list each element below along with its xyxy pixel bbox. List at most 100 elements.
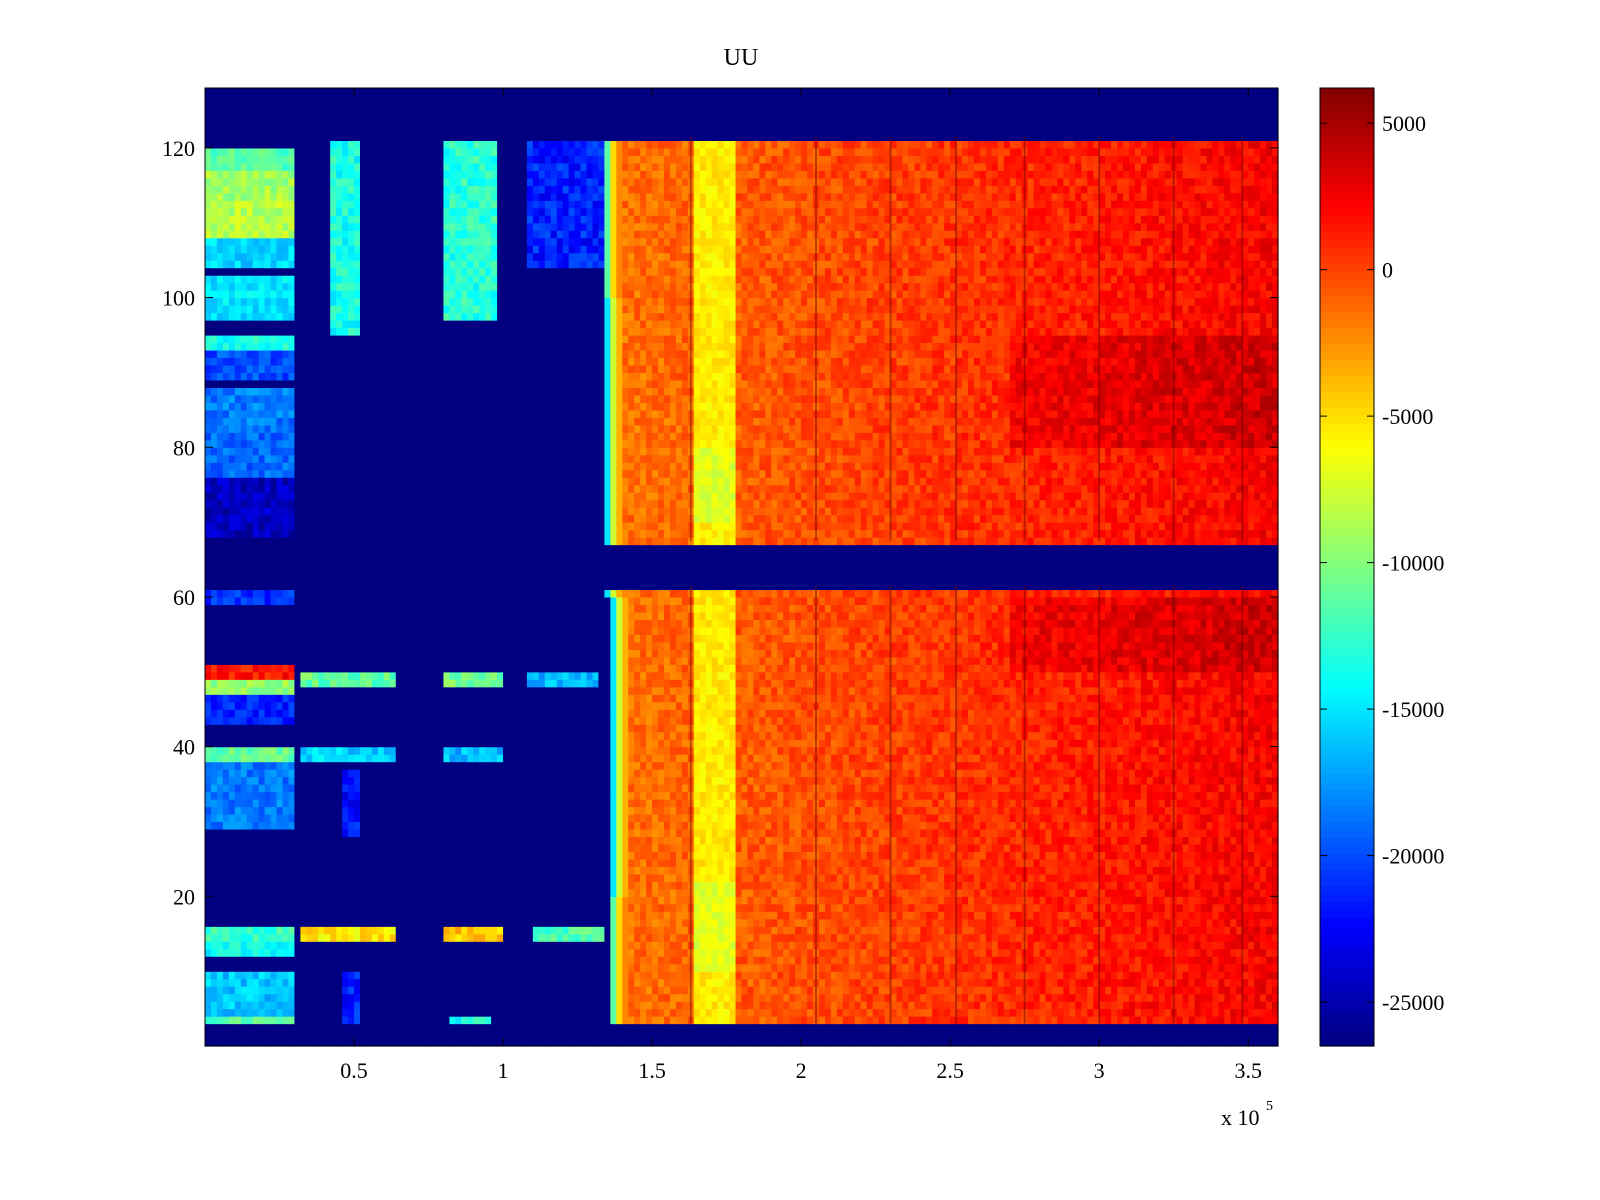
heatmap-cell <box>777 1023 784 1032</box>
heatmap-cell <box>383 873 391 882</box>
heatmap-cell <box>419 881 427 890</box>
heatmap-cell <box>759 941 766 950</box>
heatmap-cell <box>664 986 671 995</box>
heatmap-cell <box>741 873 749 882</box>
heatmap-cell <box>509 1031 516 1040</box>
heatmap-cell <box>979 911 987 920</box>
heatmap-cell <box>932 858 939 867</box>
heatmap-cell <box>616 836 623 845</box>
heatmap-cell <box>1182 911 1190 920</box>
heatmap-cell <box>652 888 659 897</box>
heatmap-cell <box>616 858 623 867</box>
heatmap-cell <box>1212 1031 1219 1040</box>
heatmap-cell <box>568 851 576 860</box>
heatmap-cell <box>1069 941 1076 950</box>
heatmap-cell <box>997 1016 1005 1025</box>
heatmap-cell <box>1242 941 1249 950</box>
heatmap-cell <box>646 956 653 965</box>
heatmap-cell <box>699 956 707 965</box>
heatmap-cell <box>705 1016 713 1025</box>
heatmap-cell <box>1158 918 1166 927</box>
heatmap-cell <box>246 926 254 935</box>
heatmap-cell <box>288 866 296 875</box>
heatmap-cell <box>1081 986 1088 995</box>
heatmap-cell <box>264 971 272 980</box>
heatmap-cell <box>520 1023 528 1032</box>
heatmap-cell <box>1260 1031 1267 1040</box>
heatmap-cell <box>950 873 957 882</box>
heatmap-cell <box>860 1008 868 1017</box>
heatmap-cell <box>693 1001 701 1010</box>
heatmap-cell <box>276 978 284 987</box>
heatmap-cell <box>324 858 331 867</box>
heatmap-cell <box>449 851 456 860</box>
heatmap-cell <box>973 866 981 875</box>
heatmap-cell <box>395 1038 403 1047</box>
heatmap-cell <box>1039 918 1047 927</box>
heatmap-cell <box>413 881 421 890</box>
heatmap-cell <box>842 963 850 972</box>
heatmap-cell <box>479 881 486 890</box>
heatmap-cell <box>956 873 963 882</box>
heatmap-cell <box>1254 866 1261 875</box>
heatmap-cell <box>836 1008 844 1017</box>
heatmap-cell <box>860 888 868 897</box>
heatmap-cell <box>836 1001 844 1010</box>
heatmap-cell <box>1146 956 1154 965</box>
heatmap-cell <box>520 926 528 935</box>
heatmap-cell <box>1099 881 1106 890</box>
heatmap-cell <box>878 918 886 927</box>
heatmap-cell <box>1188 903 1196 912</box>
heatmap-cell <box>300 941 307 950</box>
heatmap-cell <box>461 993 468 1002</box>
heatmap-cell <box>574 858 582 867</box>
heatmap-cell <box>997 866 1005 875</box>
heatmap-cell <box>807 836 814 845</box>
heatmap-cell <box>932 918 939 927</box>
heatmap-cell <box>616 1031 623 1040</box>
heatmap-cell <box>878 978 886 987</box>
heatmap-cell <box>1134 926 1142 935</box>
heatmap-cell <box>693 1031 701 1040</box>
heatmap-cell <box>1057 881 1064 890</box>
heatmap-cell <box>377 1031 385 1040</box>
heatmap-cell <box>741 911 749 920</box>
heatmap-cell <box>1134 1038 1142 1047</box>
heatmap-cell <box>461 873 468 882</box>
heatmap-cell <box>848 1023 856 1032</box>
heatmap-cell <box>1170 843 1178 852</box>
heatmap-cell <box>818 896 826 905</box>
heatmap-cell <box>699 911 707 920</box>
heatmap-cell <box>312 866 319 875</box>
heatmap-cell <box>234 843 242 852</box>
heatmap-cell <box>1099 993 1106 1002</box>
heatmap-cell <box>497 858 504 867</box>
heatmap-cell <box>675 971 683 980</box>
heatmap-cell <box>938 1016 945 1025</box>
heatmap-cell <box>479 948 486 957</box>
heatmap-cell <box>842 888 850 897</box>
heatmap-cell <box>1152 993 1160 1002</box>
heatmap-cell <box>741 1016 749 1025</box>
heatmap-cell <box>675 1001 683 1010</box>
heatmap-cell <box>431 873 439 882</box>
heatmap-cell <box>1152 1008 1160 1017</box>
heatmap-cell <box>789 963 796 972</box>
heatmap-cell <box>652 896 659 905</box>
heatmap-cell <box>371 963 379 972</box>
heatmap-cell <box>830 843 838 852</box>
heatmap-cell <box>497 1023 504 1032</box>
heatmap-cell <box>282 873 290 882</box>
heatmap-cell <box>1063 888 1070 897</box>
heatmap-cell <box>425 851 433 860</box>
heatmap-cell <box>562 911 570 920</box>
heatmap-cell <box>813 881 820 890</box>
heatmap-cell <box>294 903 301 912</box>
heatmap-cell <box>646 903 653 912</box>
heatmap-cell <box>300 978 307 987</box>
heatmap-cell <box>443 903 450 912</box>
heatmap-cell <box>1158 971 1166 980</box>
heatmap-cell <box>1266 896 1273 905</box>
heatmap-cell <box>1260 896 1267 905</box>
heatmap-cell <box>664 858 671 867</box>
